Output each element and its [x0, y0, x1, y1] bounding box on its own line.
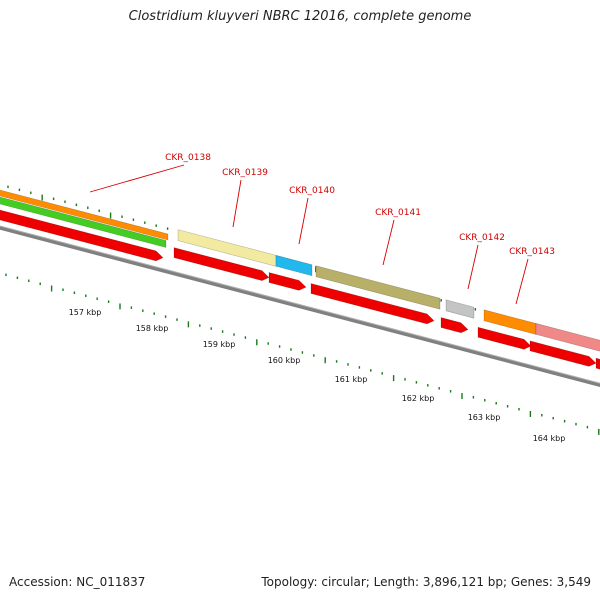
tick-label-kbp: 157 kbp — [69, 308, 102, 317]
cds-arrow — [0, 209, 164, 262]
cds-arrow — [595, 357, 600, 370]
backbone-highlight — [0, 225, 600, 384]
gene-label-ckr_0141: CKR_0141 — [375, 208, 421, 218]
callout-line — [382, 219, 395, 266]
genome-backbone — [0, 225, 600, 388]
cds-arrow — [529, 340, 597, 367]
callout-line — [89, 164, 185, 193]
callout-line — [298, 197, 309, 245]
genome-summary: Topology: circular; Length: 3,896,121 bp… — [261, 575, 591, 589]
feature-pink — [535, 323, 600, 352]
feature-orange-left — [0, 189, 169, 241]
callout-line — [515, 258, 529, 305]
gene-callouts: CKR_0138 CKR_0139 CKR_0140 CKR_0141 CKR_0142… — [89, 153, 555, 305]
feature-track — [0, 189, 600, 370]
tick-label-kbp: 158 kbp — [136, 324, 169, 333]
gene-label-ckr_0140: CKR_0140 — [289, 186, 335, 196]
cds-arrow — [477, 326, 532, 350]
backbone-line — [0, 226, 600, 388]
accession-label: Accession: NC_011837 — [9, 575, 146, 589]
cds-arrow — [173, 247, 270, 281]
tick-label-kbp: 162 kbp — [402, 394, 435, 403]
feature-olive — [315, 265, 441, 310]
cds-arrow — [310, 283, 435, 325]
cds-arrow — [440, 317, 469, 334]
callout-line — [232, 179, 242, 228]
tick-label-kbp: 164 kbp — [533, 434, 566, 443]
tick-label-kbp: 161 kbp — [335, 375, 368, 384]
tick-label-kbp: 163 kbp — [468, 413, 501, 422]
tick-label-kbp: 160 kbp — [268, 356, 301, 365]
feature-green-left — [0, 196, 167, 248]
tick-label-kbp: 159 kbp — [203, 340, 236, 349]
map-title: Clostridium kluyveri NBRC 12016, complet… — [128, 9, 472, 24]
gene-label-ckr_0138: CKR_0138 — [165, 153, 211, 163]
lower-tick-track: 157 kbp 158 kbp 159 kbp 160 kbp 161 kbp 162 k… — [5, 273, 600, 443]
feature-gray — [445, 299, 475, 319]
feature-cyan — [275, 254, 313, 277]
gene-label-ckr_0142: CKR_0142 — [459, 233, 505, 243]
cds-arrow — [268, 272, 307, 291]
gene-label-ckr_0143: CKR_0143 — [509, 247, 555, 257]
callout-line — [467, 244, 479, 290]
gene-label-ckr_0139: CKR_0139 — [222, 168, 268, 178]
